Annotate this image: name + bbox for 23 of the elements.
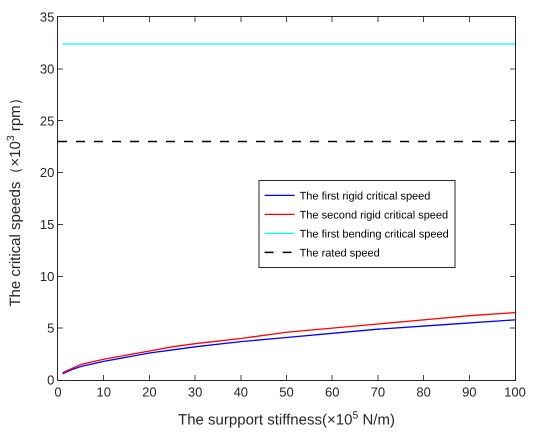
y-tick-label: 15 (40, 216, 54, 232)
x-tick-label: 50 (279, 384, 294, 400)
x-tick-label: 40 (234, 384, 248, 400)
legend-label: The first rigid critical speed (300, 190, 430, 203)
y-tick-label: 20 (40, 165, 54, 180)
legend-label: The second rigid critical speed (300, 210, 448, 222)
y-tick-label: 5 (47, 320, 54, 336)
x-tick-label: 100 (504, 384, 526, 400)
y-tick-label: 30 (40, 61, 54, 76)
x-tick-label: 10 (96, 384, 111, 400)
x-tick-label: 80 (416, 384, 431, 400)
x-tick-label: 30 (188, 384, 202, 400)
y-tick-label: 0 (47, 372, 54, 388)
x-tick-label: 20 (142, 384, 157, 400)
y-tick-label: 35 (40, 10, 54, 25)
x-axis-title: The surpport stiffness(×10$^{5}$ N/m) (178, 409, 395, 429)
x-tick-label: 70 (370, 384, 386, 400)
legend-label: The first bending critical speed (300, 228, 449, 241)
x-tick-label: 90 (462, 384, 477, 400)
y-tick-label: 10 (40, 268, 54, 284)
legend-label: The rated speed (300, 248, 380, 260)
y-tick-label: 25 (40, 113, 54, 128)
x-tick-label: 60 (324, 384, 340, 400)
